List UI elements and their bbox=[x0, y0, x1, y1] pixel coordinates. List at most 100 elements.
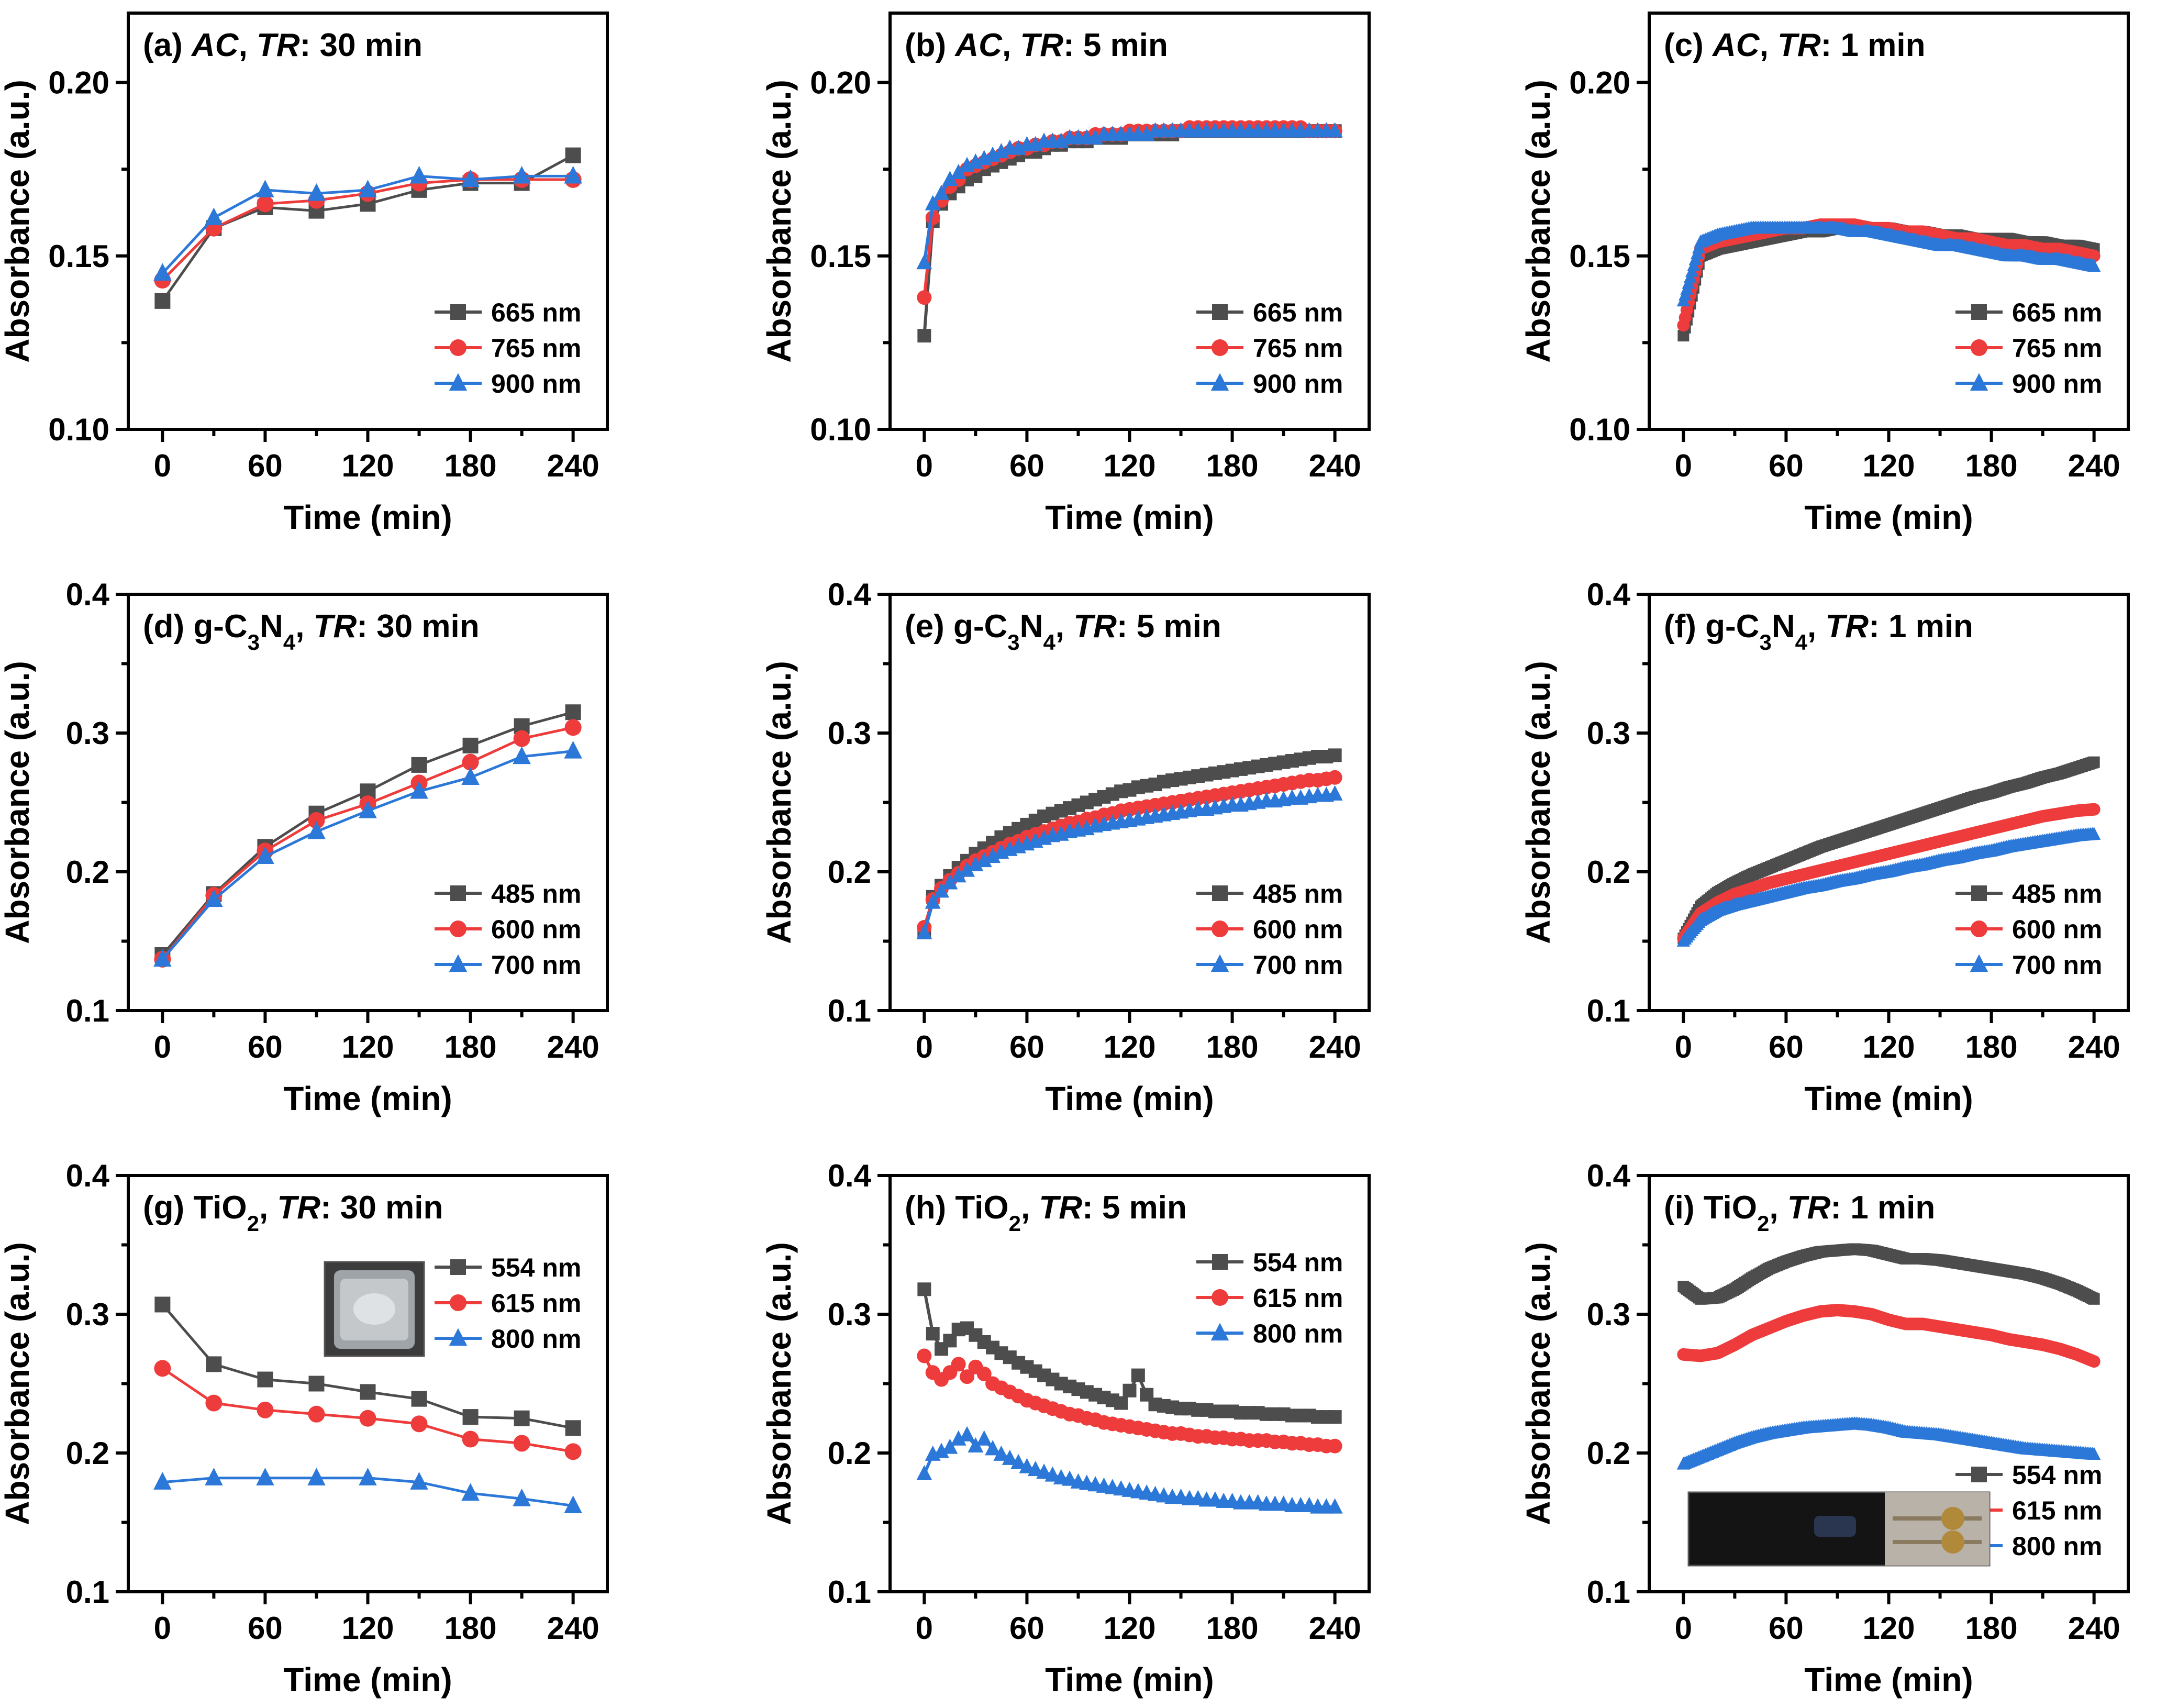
series-485-nm bbox=[917, 748, 1342, 938]
y-tick-label: 0.20 bbox=[810, 65, 871, 101]
legend-label: 800 nm bbox=[2012, 1532, 2102, 1561]
x-tick-label: 180 bbox=[444, 1029, 497, 1064]
x-tick-label: 0 bbox=[154, 448, 171, 483]
y-tick-label: 0.15 bbox=[1569, 239, 1630, 274]
x-tick-label: 240 bbox=[547, 1611, 599, 1646]
legend-label: 700 nm bbox=[1253, 950, 1343, 980]
x-tick-label: 120 bbox=[1103, 1611, 1155, 1646]
data-point bbox=[2087, 803, 2101, 816]
legend-label: 800 nm bbox=[1253, 1319, 1343, 1348]
y-tick-label: 0.4 bbox=[828, 1158, 872, 1193]
data-point bbox=[1327, 122, 1343, 138]
y-tick-label: 0.2 bbox=[1587, 855, 1630, 890]
x-tick-label: 180 bbox=[1965, 448, 2018, 483]
legend-label: 700 nm bbox=[491, 950, 581, 980]
x-tick-label: 180 bbox=[444, 448, 497, 483]
legend-label: 485 nm bbox=[1253, 879, 1343, 908]
data-point bbox=[1019, 1458, 1035, 1473]
data-point bbox=[976, 851, 992, 868]
data-point bbox=[410, 165, 428, 184]
x-axis-label: Time (min) bbox=[1045, 1080, 1214, 1117]
data-point bbox=[917, 1282, 931, 1296]
x-tick-label: 240 bbox=[2068, 1611, 2120, 1646]
data-point bbox=[308, 1405, 325, 1423]
data-point bbox=[307, 183, 326, 201]
data-point bbox=[359, 180, 377, 198]
x-tick-label: 60 bbox=[1769, 1029, 1804, 1064]
legend-label: 900 nm bbox=[491, 369, 581, 398]
series-615-nm bbox=[154, 1360, 582, 1460]
legend-marker bbox=[1212, 885, 1228, 901]
y-tick-label: 0.20 bbox=[48, 65, 109, 101]
data-point bbox=[1027, 1460, 1043, 1477]
legend-label: 765 nm bbox=[2012, 334, 2102, 363]
x-tick-label: 0 bbox=[916, 448, 933, 483]
legend-label: 700 nm bbox=[2012, 950, 2102, 980]
data-point bbox=[959, 861, 975, 877]
data-point bbox=[307, 1468, 326, 1485]
x-tick-label: 120 bbox=[341, 1029, 394, 1064]
x-tick-label: 240 bbox=[1309, 1611, 1361, 1646]
data-point bbox=[950, 163, 966, 180]
data-point bbox=[2087, 1355, 2101, 1368]
data-point bbox=[564, 740, 582, 759]
x-tick-label: 0 bbox=[154, 1029, 171, 1064]
x-axis-label: Time (min) bbox=[1045, 1661, 1214, 1699]
x-tick-label: 240 bbox=[1309, 448, 1361, 483]
data-point bbox=[153, 1472, 172, 1490]
data-point bbox=[968, 856, 984, 872]
legend-marker bbox=[1212, 1289, 1228, 1306]
x-tick-label: 60 bbox=[248, 1029, 283, 1064]
y-tick-label: 0.4 bbox=[66, 577, 110, 612]
data-point bbox=[410, 1472, 428, 1490]
legend-marker bbox=[450, 1294, 466, 1311]
data-point bbox=[308, 812, 325, 829]
y-tick-label: 0.2 bbox=[828, 1436, 871, 1471]
y-tick-label: 0.3 bbox=[66, 716, 109, 751]
data-point bbox=[256, 846, 274, 864]
data-point bbox=[1123, 1383, 1137, 1398]
x-tick-label: 120 bbox=[1862, 448, 1915, 483]
y-tick-label: 0.1 bbox=[66, 1574, 109, 1610]
panel-b: 0 60 120 180 240 0.10 0.15 0.20 Time (min) Absorb… bbox=[760, 12, 1371, 536]
x-tick-label: 240 bbox=[547, 1029, 599, 1064]
data-point bbox=[942, 1438, 958, 1454]
x-tick-label: 180 bbox=[1206, 1029, 1259, 1064]
data-point bbox=[934, 882, 949, 898]
x-tick-label: 0 bbox=[1675, 1611, 1692, 1646]
panel-title: (d) g-C3N4, TR: 30 min bbox=[143, 608, 480, 655]
x-tick-label: 180 bbox=[1206, 1611, 1259, 1646]
series-615-nm bbox=[917, 1348, 1342, 1454]
series-615-nm bbox=[1677, 1304, 2101, 1368]
y-axis-label: Absorbance (a.u.) bbox=[760, 661, 798, 944]
legend-label: 615 nm bbox=[1253, 1283, 1343, 1313]
panel-title: (h) TiO2, TR: 5 min bbox=[905, 1190, 1187, 1236]
y-tick-label: 0.4 bbox=[1587, 1158, 1631, 1193]
legend-marker bbox=[1212, 304, 1228, 320]
legend-marker bbox=[1212, 339, 1228, 356]
x-tick-label: 120 bbox=[1862, 1611, 1915, 1646]
plot-frame bbox=[1648, 12, 2130, 431]
data-point bbox=[1114, 1396, 1128, 1410]
x-tick-label: 240 bbox=[2068, 448, 2120, 483]
series-554-nm bbox=[917, 1282, 1342, 1424]
legend: 485 nm 600 nm 700 nm bbox=[1955, 879, 2102, 980]
series-554-nm bbox=[154, 1296, 581, 1436]
legend-label: 554 nm bbox=[491, 1253, 581, 1282]
panel-i: 0 60 120 180 240 0.1 0.2 0.3 0.4 Time (min) Absorb… bbox=[1519, 1158, 2130, 1699]
x-tick-label: 240 bbox=[2068, 1029, 2120, 1064]
data-point bbox=[410, 781, 428, 799]
data-point bbox=[2087, 827, 2101, 840]
legend-label: 800 nm bbox=[491, 1324, 581, 1354]
x-tick-label: 120 bbox=[1862, 1029, 1915, 1064]
panel-title: (b) AC, TR: 5 min bbox=[905, 27, 1168, 63]
y-tick-label: 0.4 bbox=[828, 577, 872, 612]
legend-label: 485 nm bbox=[491, 879, 581, 908]
panel-title: (i) TiO2, TR: 1 min bbox=[1664, 1190, 1935, 1236]
legend-marker bbox=[450, 920, 466, 937]
data-point bbox=[411, 1391, 427, 1407]
x-tick-label: 240 bbox=[547, 448, 599, 483]
legend-label: 554 nm bbox=[1253, 1248, 1343, 1277]
legend-marker bbox=[1970, 373, 1988, 391]
